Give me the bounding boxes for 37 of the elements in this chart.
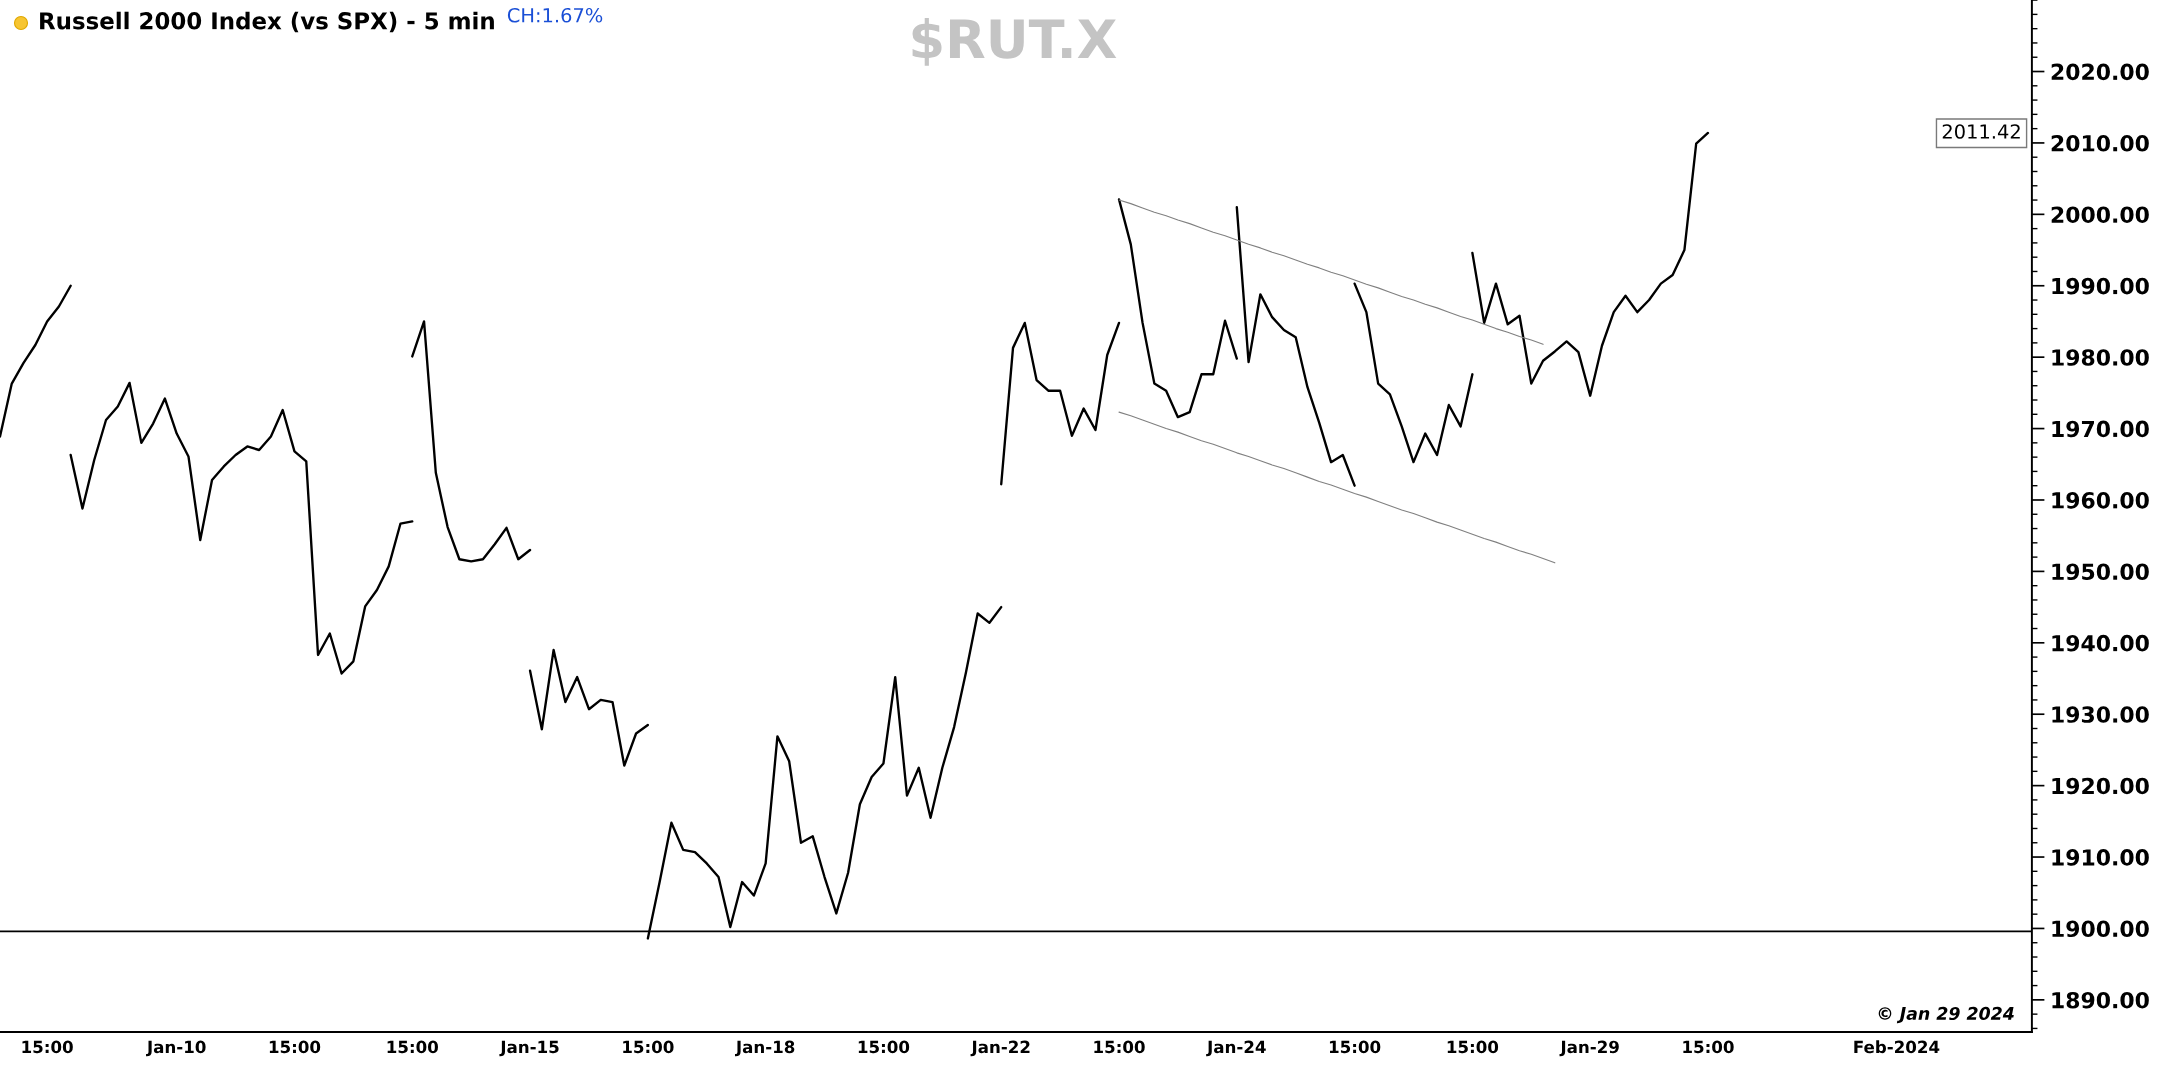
annotation: CH:1.67% [507,7,603,23]
x-tick-label: 15:00 [22,1040,73,1054]
y-tick-label: 1950.00 [2052,563,2149,581]
chart-subtitle: Russell 2000 Index (vs SPX) - 5 min [40,11,494,33]
x-tick-label: 15:00 [1094,1040,1145,1054]
y-tick-label: 1910.00 [2052,849,2149,866]
x-tick-label: 15:00 [1447,1040,1499,1054]
y-tick-label: 1940.00 [2052,634,2149,652]
y-tick-label: 1980.00 [2052,349,2149,366]
annotation: © Jan 29 2024 [1878,1006,2014,1024]
x-tick-label: Jan-15 [499,1040,559,1057]
y-tick-label: 1990.00 [2052,277,2149,295]
y-tick-label: 2010.00 [2051,134,2149,152]
annotation: 2011.42 [1942,124,2020,139]
y-tick-label: 1930.00 [2052,706,2149,723]
x-tick-label: Feb-2024 [1854,1040,1940,1054]
y-tick-label: 1970.00 [2052,420,2149,438]
y-tick-label: 1890.00 [2052,991,2149,1009]
y-tick-label: 2020.00 [2051,63,2149,81]
line-series [1118,411,1556,564]
chart-title: $RUT.X [912,17,1117,66]
x-tick-label: Jan-22 [970,1040,1030,1057]
y-tick-label: 1900.00 [2052,920,2149,938]
y-tick-label: 2000.00 [2051,206,2149,223]
x-tick-label: Jan-18 [735,1040,795,1057]
line-series [1118,199,1544,345]
x-tick-label: 15:00 [858,1040,910,1054]
x-tick-label: 15:00 [1329,1040,1381,1054]
y-tick-label: 1920.00 [2052,777,2149,795]
x-tick-label: 15:00 [623,1040,674,1054]
x-tick-label: Jan-29 [1559,1040,1619,1057]
x-tick-label: 15:00 [1683,1040,1734,1054]
x-tick-label: 15:00 [387,1040,438,1054]
y-tick-label: 1960.00 [2052,492,2149,509]
x-tick-label: 15:00 [269,1040,321,1054]
x-tick-label: Jan-24 [1206,1040,1266,1057]
x-tick-label: Jan-10 [146,1040,206,1057]
